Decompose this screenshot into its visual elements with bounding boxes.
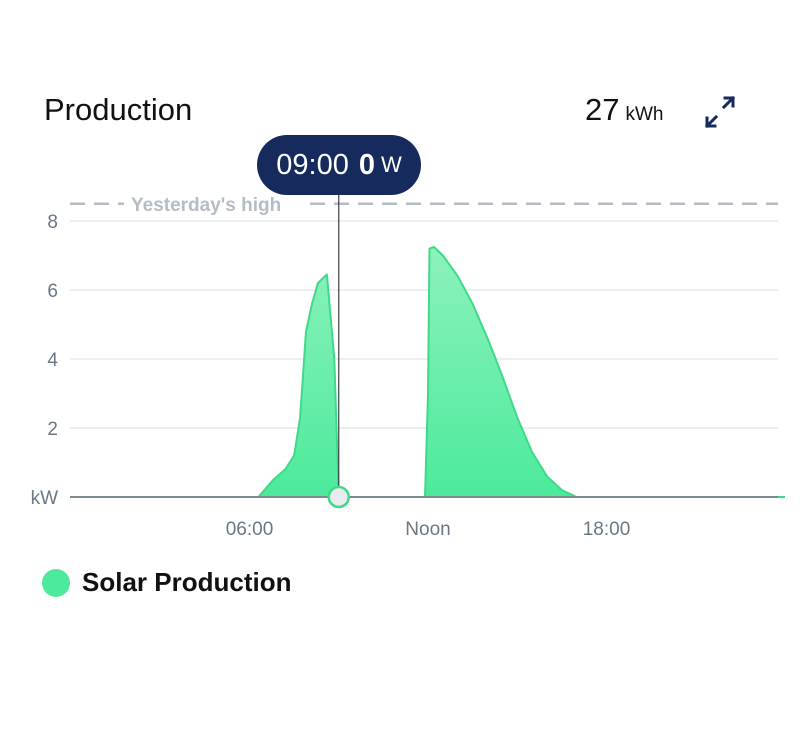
y-tick-label-4: 4 bbox=[47, 350, 58, 371]
x-tick-label-noon: Noon bbox=[405, 519, 450, 540]
total-energy-value: 27 bbox=[585, 92, 620, 127]
chart-title: Production bbox=[44, 92, 193, 127]
cursor-marker bbox=[327, 485, 350, 509]
expand-button[interactable] bbox=[702, 95, 738, 129]
expand-arrows-icon bbox=[704, 95, 736, 129]
tooltip-unit: W bbox=[380, 152, 402, 177]
production-chart[interactable]: Yesterday's high 2 4 6 8 kW 06:00 Noon 18:00 bbox=[0, 120, 800, 550]
total-energy: 27 kWh bbox=[585, 92, 663, 128]
legend-item-solar-production[interactable]: Solar Production bbox=[42, 567, 291, 598]
x-tick-label-0600: 06:00 bbox=[226, 519, 274, 540]
x-tick-label-1800: 18:00 bbox=[583, 519, 631, 540]
legend-swatch bbox=[42, 568, 70, 597]
reference-label: Yesterday's high bbox=[131, 195, 281, 216]
tooltip-value: 0 bbox=[358, 148, 375, 181]
y-tick-label-6: 6 bbox=[47, 281, 58, 302]
y-tick-label-8: 8 bbox=[47, 212, 58, 233]
reference-label-background bbox=[124, 191, 310, 216]
total-energy-unit: kWh bbox=[625, 104, 664, 125]
series-line-solar-production bbox=[71, 245, 785, 498]
series-area-solar-production bbox=[71, 246, 785, 497]
hover-tooltip: 09:00 0 W bbox=[257, 135, 421, 195]
legend-label: Solar Production bbox=[82, 567, 292, 597]
y-tick-label-2: 2 bbox=[47, 419, 58, 440]
tooltip-time: 09:00 bbox=[276, 148, 349, 181]
y-axis-unit-label: kW bbox=[31, 488, 59, 509]
